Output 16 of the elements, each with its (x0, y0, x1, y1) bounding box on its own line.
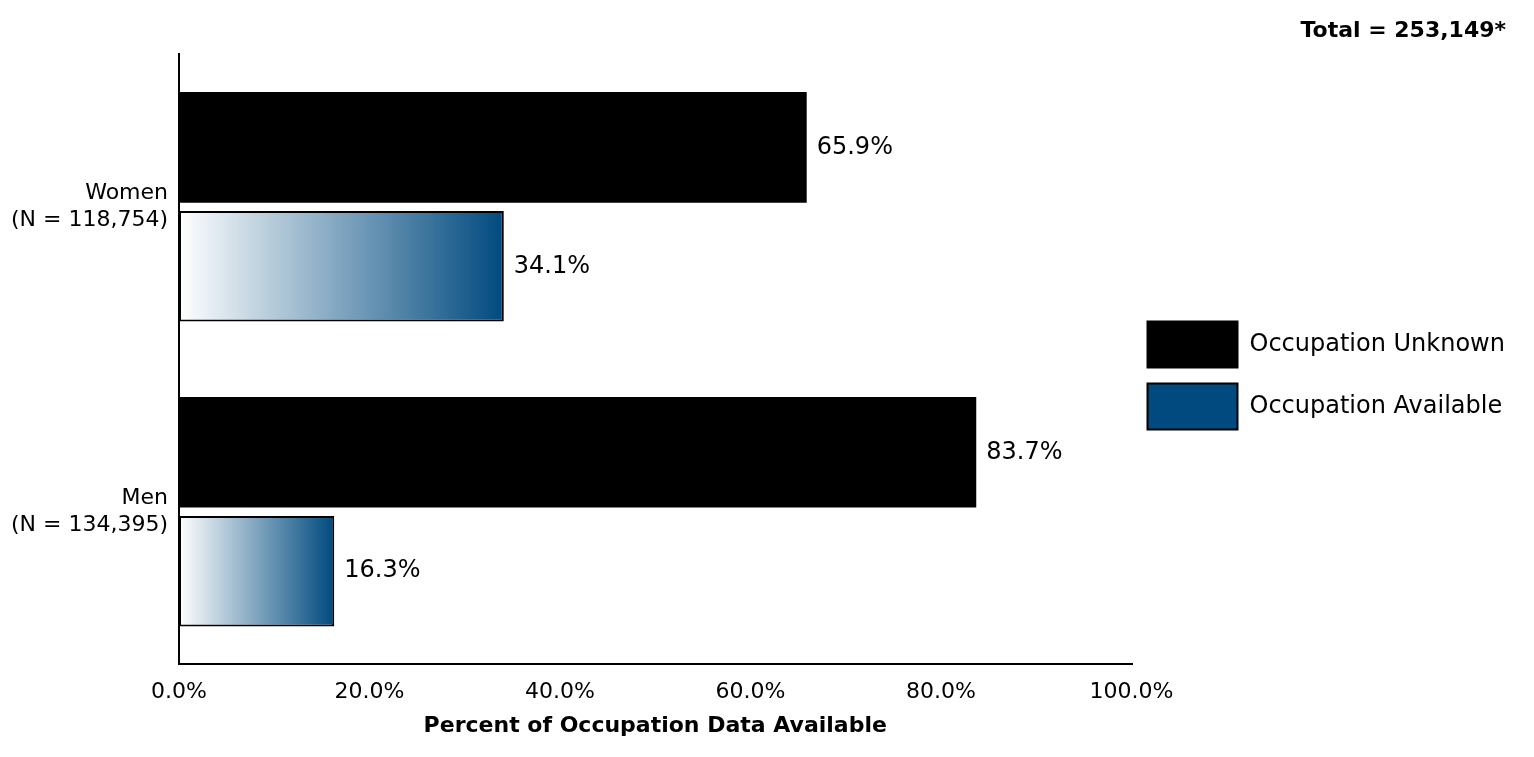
x-tick-label: 80.0% (906, 678, 976, 704)
data-label: 83.7% (986, 436, 1063, 465)
y-tick-label: Women (N = 118,754) (10, 179, 169, 231)
x-tick-label: 20.0% (334, 678, 405, 704)
x-tick-label: 100.0% (1089, 678, 1174, 704)
data-label: 34.1% (513, 250, 591, 279)
x-tick-label: 40.0% (525, 678, 595, 704)
y-tick-label: Men (N = 134,395) (10, 484, 169, 536)
x-tick-label: 0.0% (151, 678, 207, 704)
text: Total = 253,149* (1300, 16, 1507, 42)
x-tick-label: 60.0% (715, 678, 786, 704)
legend-label: Occupation Available (1249, 390, 1503, 419)
x-axis-title: Percent of Occupation Data Available (423, 711, 887, 737)
data-label: 65.9% (816, 131, 893, 160)
legend-label: Occupation Unknown (1249, 328, 1505, 357)
data-label: 16.3% (344, 555, 421, 584)
